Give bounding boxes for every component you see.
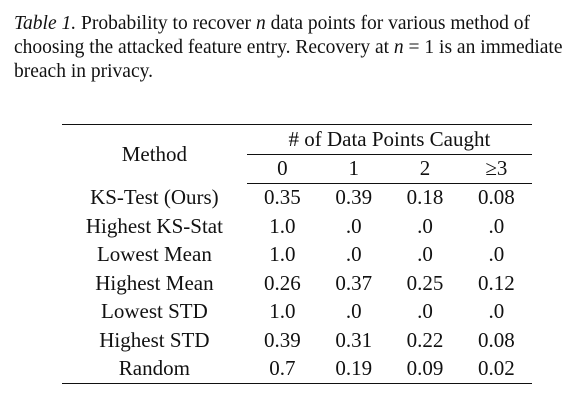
- row-value: 0.39: [335, 185, 373, 210]
- row-method: Lowest STD: [101, 299, 208, 324]
- table-row: Lowest Mean 1.0 .0 .0 .0: [62, 241, 532, 270]
- row-value: 0.37: [335, 270, 373, 295]
- row-value: .0: [417, 299, 433, 324]
- row-method: Highest KS-Stat: [85, 213, 223, 238]
- table-row: Highest KS-Stat 1.0 .0 .0 .0: [62, 212, 532, 241]
- caption-text-pre: Probability to recover: [76, 13, 256, 34]
- row-value: .0: [417, 242, 433, 267]
- caption-label: Table 1.: [14, 13, 77, 34]
- row-value: 1.0: [269, 299, 296, 324]
- row-method: Random: [62, 354, 247, 384]
- row-value: 0.09: [389, 354, 461, 384]
- row-value: .0: [488, 242, 505, 267]
- row-value: 0.31: [335, 327, 373, 352]
- row-value: 1.0: [269, 213, 296, 238]
- table-row: Highest STD 0.39 0.31 0.22 0.08: [62, 326, 532, 355]
- row-value: .0: [417, 213, 433, 238]
- row-value: 0.19: [318, 354, 390, 384]
- group-header: # of Data Points Caught: [246, 124, 532, 155]
- method-header: Method: [62, 124, 247, 183]
- row-value: .0: [345, 299, 362, 324]
- row-value: .0: [345, 242, 362, 267]
- table-row: Random 0.7 0.19 0.09 0.02: [62, 354, 532, 384]
- row-method: KS-Test (Ours): [90, 185, 219, 209]
- row-method: Lowest Mean: [96, 242, 212, 267]
- row-value: .0: [345, 213, 362, 238]
- caption-text-end: = 1 is an immediate breach in privacy.: [14, 37, 563, 82]
- header-row-2: 0 1 2 ≥3: [62, 154, 532, 184]
- row-value: 0.25: [406, 270, 444, 295]
- row-value: 0.08: [477, 327, 515, 352]
- row-value: .0: [488, 299, 505, 324]
- row-method: Highest STD: [99, 327, 210, 352]
- subheader-0: 0: [246, 154, 319, 184]
- subheader-2: 2: [389, 154, 461, 184]
- caption-var-n-2: n: [393, 37, 404, 58]
- subheader-1: 1: [318, 154, 390, 184]
- header-row-1: Method # of Data Points Caught: [62, 124, 532, 183]
- row-value: 1.0: [269, 242, 296, 267]
- row-value: .0: [488, 213, 505, 238]
- table-row: Lowest STD 1.0 .0 .0 .0: [62, 298, 532, 327]
- row-value: 0.26: [264, 270, 301, 295]
- row-value: 0.08: [477, 185, 515, 210]
- table-row: Highest Mean 0.26 0.37 0.25 0.12: [62, 269, 532, 298]
- row-value: 0.02: [460, 354, 532, 384]
- row-value: 0.35: [264, 185, 301, 210]
- table-row: KS-Test (Ours) 0.35 0.39 0.18 0.08: [62, 183, 532, 212]
- row-method: Highest Mean: [95, 270, 214, 295]
- table-caption: Table 1. Probability to recover n data p…: [14, 12, 580, 84]
- row-value: 0.22: [406, 327, 444, 352]
- caption-var-n: n: [255, 13, 266, 34]
- results-table: Method # of Data Points Caught 0 1 2 ≥3 …: [62, 124, 532, 384]
- caption-text-mid: data points for various method of choosi…: [14, 13, 530, 58]
- row-value: 0.39: [264, 327, 301, 352]
- subheader-3: ≥3: [460, 154, 532, 184]
- row-value: 0.7: [246, 354, 319, 384]
- row-value: 0.12: [477, 270, 515, 295]
- row-value: 0.18: [406, 185, 444, 210]
